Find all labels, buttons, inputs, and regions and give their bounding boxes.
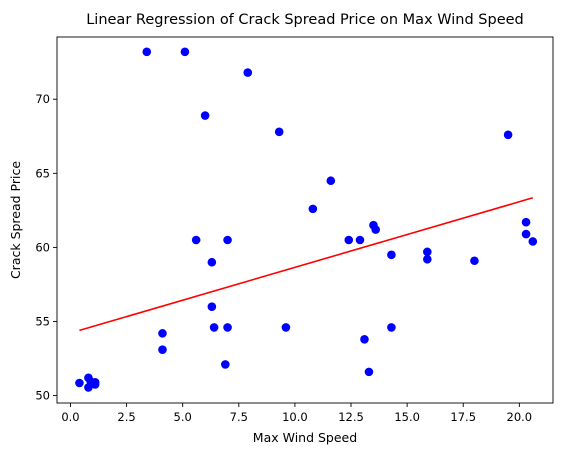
x-tick-label: 5.0 <box>174 410 192 424</box>
data-point <box>274 127 284 137</box>
data-point <box>75 378 84 388</box>
data-point <box>207 257 217 267</box>
y-tick-label: 70 <box>35 92 50 106</box>
y-tick-label: 50 <box>35 389 50 403</box>
data-point <box>360 334 369 344</box>
data-point <box>200 111 210 120</box>
data-point <box>355 235 365 245</box>
x-tick-label: 20.0 <box>507 410 533 424</box>
x-tick-label: 17.5 <box>450 410 476 424</box>
data-point <box>158 329 167 338</box>
data-point <box>90 377 100 387</box>
y-axis-label: Crack Spread Price <box>8 161 23 279</box>
data-point <box>221 360 230 369</box>
data-point <box>423 254 432 264</box>
data-point <box>503 130 513 140</box>
y-tick-label: 65 <box>35 166 50 180</box>
x-axis-label: Max Wind Speed <box>253 430 357 445</box>
y-tick-label: 55 <box>35 315 50 329</box>
data-point <box>387 250 396 260</box>
x-tick-label: 2.5 <box>117 410 135 424</box>
data-point <box>364 367 374 377</box>
data-point <box>243 68 253 77</box>
data-point <box>281 323 291 332</box>
data-point <box>521 217 531 227</box>
data-point <box>308 204 318 214</box>
x-tick-label: 7.5 <box>230 410 248 424</box>
plot-area <box>75 47 538 392</box>
data-point <box>142 47 152 57</box>
plot-frame <box>56 36 554 404</box>
data-point <box>180 47 190 57</box>
data-point <box>326 176 336 186</box>
data-point <box>423 247 432 257</box>
data-point <box>158 345 167 354</box>
x-tick-label: 0.0 <box>61 410 79 424</box>
data-point <box>470 256 479 266</box>
data-point <box>387 323 396 332</box>
x-tick-label: 15.0 <box>394 410 420 424</box>
x-tick-label: 10.0 <box>282 410 308 424</box>
data-point <box>344 235 354 245</box>
data-point <box>223 323 232 332</box>
x-tick-label: 12.5 <box>338 410 364 424</box>
data-point <box>191 235 201 245</box>
y-tick-label: 60 <box>35 240 50 254</box>
data-point <box>371 225 380 234</box>
data-point <box>209 323 219 332</box>
data-point <box>528 237 538 246</box>
regression-line <box>79 197 534 332</box>
chart-title: Linear Regression of Crack Spread Price … <box>86 12 524 28</box>
data-point <box>521 229 531 239</box>
data-point <box>207 302 217 311</box>
data-point <box>223 235 232 245</box>
